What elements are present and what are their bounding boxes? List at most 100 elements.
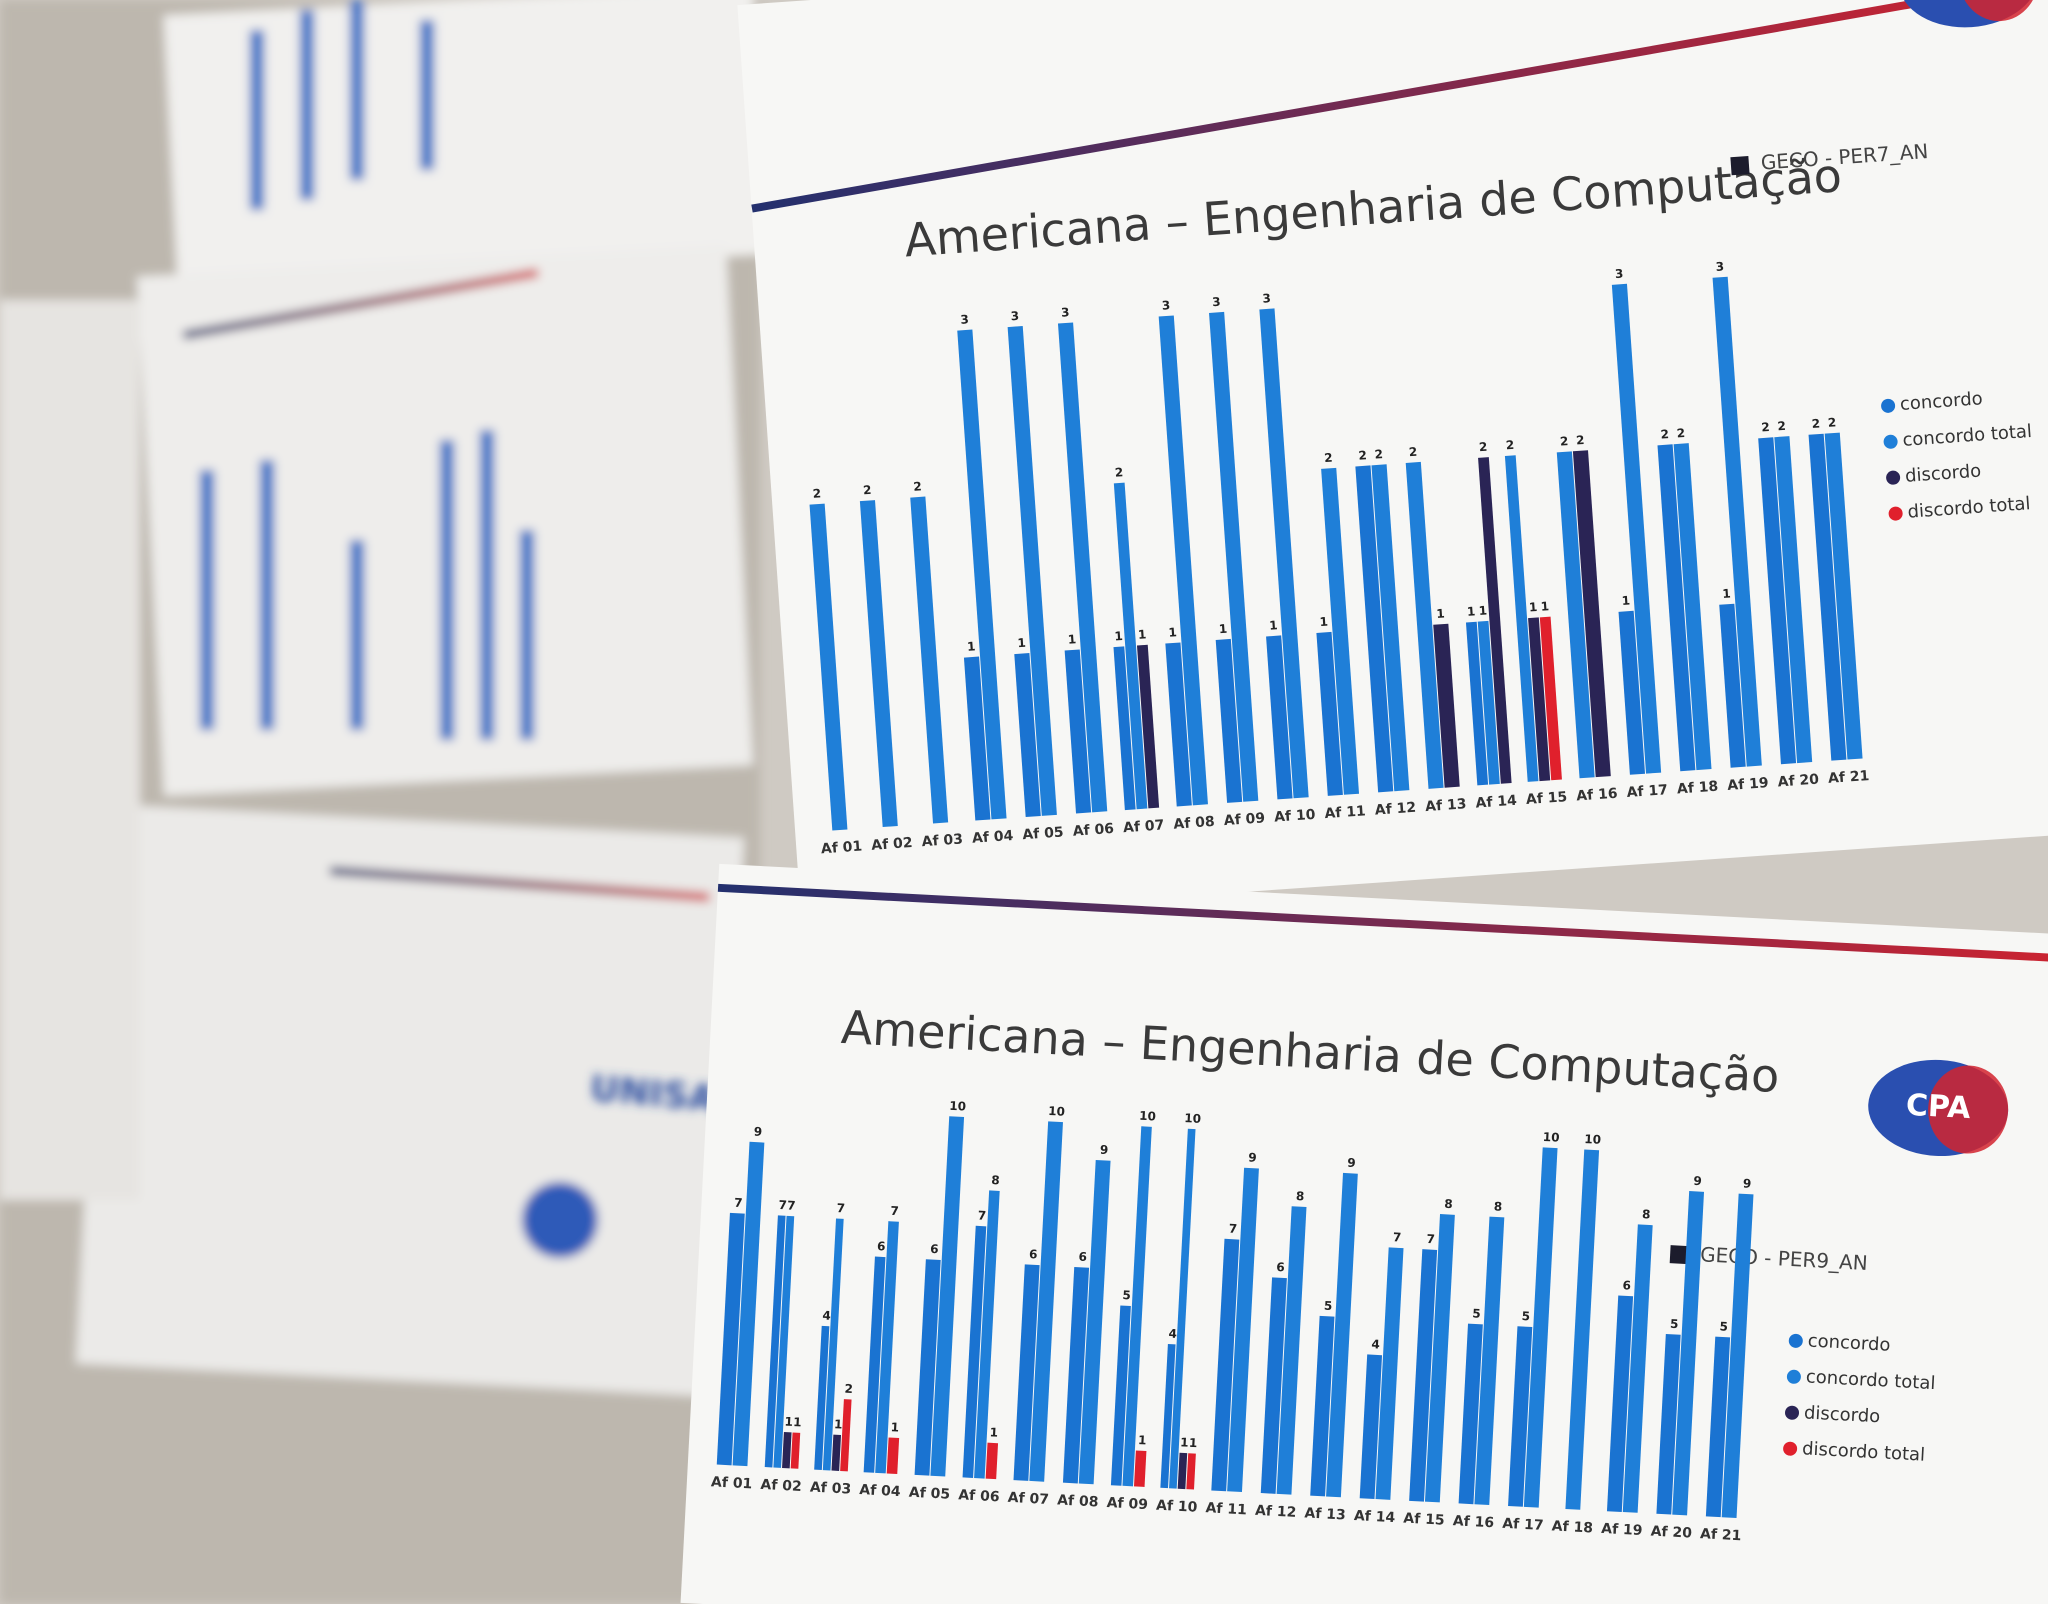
bar xyxy=(1458,1323,1483,1505)
legend-marker xyxy=(1883,434,1898,449)
bar xyxy=(1316,631,1343,796)
bar xyxy=(1007,326,1057,816)
bar xyxy=(1824,432,1863,760)
bar xyxy=(1310,1315,1335,1497)
x-tick-label: Af 16 xyxy=(1452,1513,1494,1531)
bar xyxy=(875,1221,899,1474)
legend-marker xyxy=(1783,1441,1798,1456)
value-label: 1 xyxy=(1621,594,1630,609)
x-tick-label: Af 10 xyxy=(1156,1498,1198,1516)
bar xyxy=(1165,642,1192,807)
value-label: 4 xyxy=(822,1308,831,1322)
bar xyxy=(1013,1264,1040,1481)
bar xyxy=(1409,1249,1438,1502)
bar xyxy=(914,1259,941,1476)
x-tick-label: Af 07 xyxy=(1123,817,1165,836)
x-tick-label: Af 05 xyxy=(908,1485,950,1503)
bar xyxy=(822,1218,844,1471)
value-label: 10 xyxy=(1139,1109,1156,1124)
value-label: 1 xyxy=(890,1420,899,1434)
value-label: 7 xyxy=(778,1198,787,1212)
value-label: 6 xyxy=(1029,1247,1038,1261)
bar xyxy=(1572,450,1611,778)
x-tick-label: Af 09 xyxy=(1223,810,1265,829)
x-tick-label: Af 16 xyxy=(1576,786,1618,805)
bar xyxy=(985,1442,999,1480)
value-label: 1 xyxy=(834,1417,843,1431)
value-label: 1 xyxy=(989,1425,998,1439)
value-label: 3 xyxy=(1061,305,1070,320)
x-tick-label: Af 04 xyxy=(859,1482,901,1500)
bar xyxy=(1064,649,1092,814)
value-label: 1 xyxy=(1436,606,1445,621)
value-label: 7 xyxy=(734,1196,743,1210)
bar xyxy=(1177,1452,1188,1490)
x-tick-label: Af 12 xyxy=(1374,800,1416,819)
bar xyxy=(1477,620,1500,785)
x-tick-label: Af 18 xyxy=(1676,779,1718,798)
value-label: 7 xyxy=(787,1198,796,1212)
x-tick-label: Af 20 xyxy=(1650,1524,1692,1542)
value-label: 9 xyxy=(1248,1150,1257,1164)
bar xyxy=(764,1215,786,1468)
value-label: 4 xyxy=(1371,1337,1380,1351)
legend-label: concordo xyxy=(1807,1330,1891,1355)
x-tick-label: Af 21 xyxy=(1828,768,1870,787)
bar xyxy=(1539,616,1562,781)
legend-marker xyxy=(1888,506,1903,521)
legend-marker xyxy=(1788,1333,1803,1348)
bar xyxy=(1606,1295,1634,1512)
bar xyxy=(863,1256,886,1473)
value-label: 7 xyxy=(1393,1230,1402,1244)
bar xyxy=(886,1437,900,1474)
value-label: 2 xyxy=(1408,445,1417,460)
x-tick-label: Af 14 xyxy=(1354,1508,1396,1526)
value-label: 2 xyxy=(1576,433,1585,448)
value-label: 9 xyxy=(1743,1176,1752,1190)
bar xyxy=(1371,464,1410,792)
value-label: 2 xyxy=(863,483,872,498)
bar xyxy=(1528,617,1551,782)
value-label: 1 xyxy=(967,639,976,654)
bar xyxy=(814,1325,830,1471)
value-label: 2 xyxy=(1324,451,1333,466)
x-tick-label: Af 14 xyxy=(1475,793,1518,812)
x-tick-label: Af 01 xyxy=(711,1474,753,1492)
bar xyxy=(1355,465,1394,793)
bar xyxy=(1523,1147,1558,1508)
value-label: 10 xyxy=(949,1099,966,1114)
bar xyxy=(1062,1266,1090,1484)
bar xyxy=(782,1432,792,1469)
bar xyxy=(1215,638,1243,803)
bar xyxy=(963,656,991,821)
value-label: 6 xyxy=(1276,1260,1285,1274)
bar xyxy=(974,1190,1000,1479)
bar xyxy=(716,1212,745,1466)
x-tick-label: Af 21 xyxy=(1700,1526,1742,1544)
bar xyxy=(1622,1224,1653,1513)
value-label: 1 xyxy=(1269,618,1278,633)
value-label: 2 xyxy=(1660,427,1669,442)
value-label: 1 xyxy=(1478,604,1487,619)
value-label: 2 xyxy=(1374,447,1383,462)
bar xyxy=(1259,308,1309,799)
value-label: 1 xyxy=(1319,615,1328,630)
bar xyxy=(809,503,848,831)
legend-swatch xyxy=(1669,1245,1689,1265)
value-label: 2 xyxy=(1114,465,1123,480)
x-tick-label: Af 02 xyxy=(760,1477,802,1495)
value-label: 5 xyxy=(1719,1319,1728,1333)
bar xyxy=(1136,644,1160,809)
value-label: 2 xyxy=(1827,415,1836,430)
value-label: 6 xyxy=(930,1242,939,1256)
value-label: 10 xyxy=(1584,1132,1601,1147)
x-tick-label: Af 19 xyxy=(1727,775,1769,794)
value-label: 1 xyxy=(1722,586,1731,601)
value-label: 10 xyxy=(1542,1130,1559,1145)
value-label: 1 xyxy=(784,1415,793,1429)
value-label: 10 xyxy=(1184,1111,1201,1126)
bar xyxy=(1227,1167,1259,1493)
bar xyxy=(1186,1453,1196,1490)
bar xyxy=(910,496,949,824)
value-label: 2 xyxy=(1811,416,1820,431)
